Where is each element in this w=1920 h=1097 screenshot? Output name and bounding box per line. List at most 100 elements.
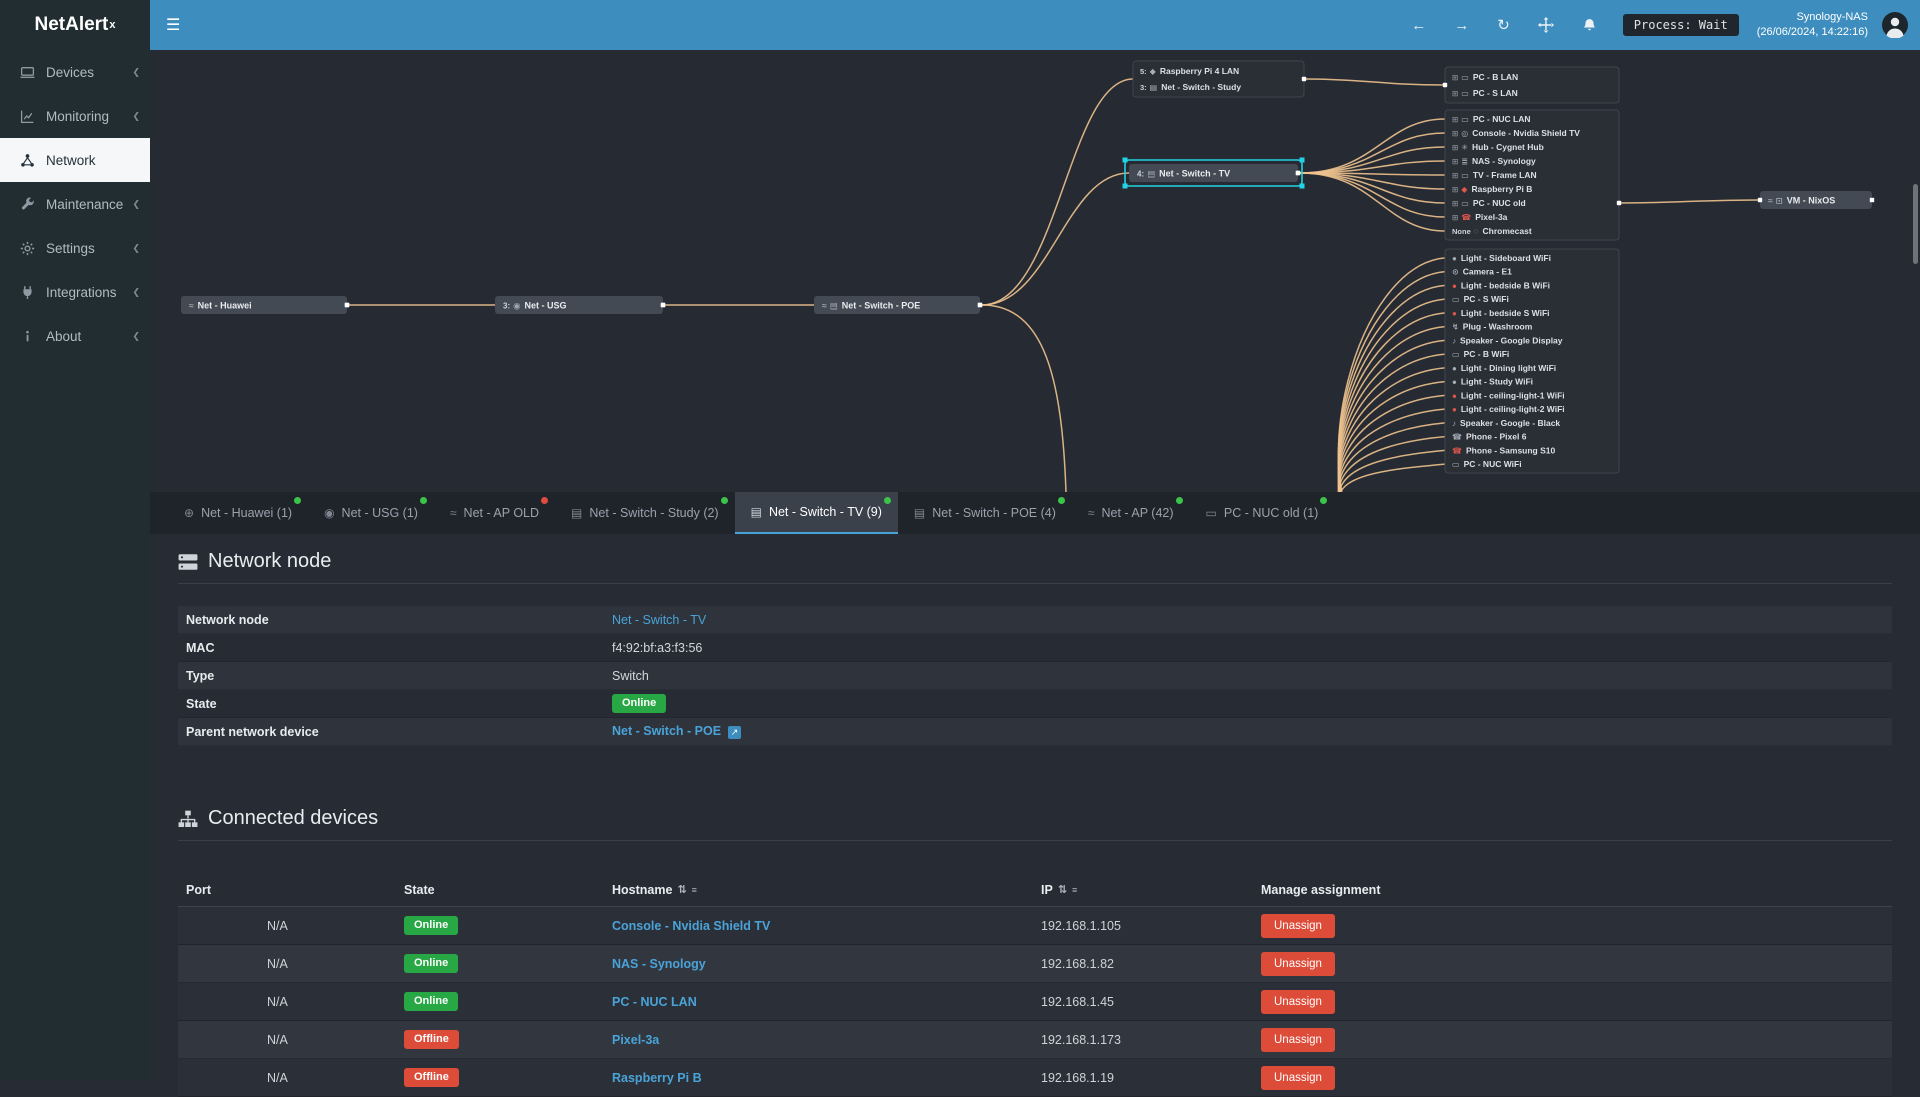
- hostname-link[interactable]: Console - Nvidia Shield TV: [612, 918, 771, 933]
- map-device-raspberry-pi-b[interactable]: ⊞ ◆ Raspberry Pi B: [1452, 184, 1532, 194]
- map-device-light-bedside-b-wifi[interactable]: ● Light - bedside B WiFi: [1452, 280, 1550, 290]
- map-device-camera-e1[interactable]: ⊙ Camera - E1: [1452, 267, 1512, 277]
- map-device-light-ceiling-light-2-wifi[interactable]: ● Light - ceiling-light-2 WiFi: [1452, 404, 1565, 414]
- map-node-tv[interactable]: 4: ▤ Net - Switch - TV: [1122, 157, 1305, 189]
- unassign-button[interactable]: Unassign: [1261, 1065, 1335, 1090]
- unassign-button[interactable]: Unassign: [1261, 1027, 1335, 1052]
- field-value-cell: Net - Switch - POE ↗: [612, 724, 1884, 739]
- map-device-group-tvbox[interactable]: ⊞ ▭ PC - NUC LAN ⊞ ◎ Console - Nvidia Shield …: [1444, 109, 1620, 241]
- network-map[interactable]: 5: ◆ Raspberry Pi 4 LAN 3: ▤ Net - Switch - S…: [150, 50, 1920, 551]
- map-device-tv-frame-lan[interactable]: ⊞ ▭ TV - Frame LAN: [1452, 170, 1537, 180]
- tab-net-switch-tv-9[interactable]: ▤ Net - Switch - TV (9): [734, 492, 898, 534]
- sidebar-item-network[interactable]: Network: [0, 138, 150, 182]
- selection-handle[interactable]: [1299, 183, 1305, 189]
- sidebar-item-maintenance[interactable]: Maintenance ❮: [0, 182, 150, 226]
- topology-canvas[interactable]: 5: ◆ Raspberry Pi 4 LAN 3: ▤ Net - Switch - S…: [150, 50, 1920, 551]
- map-device-pc-b-wifi[interactable]: ▭ PC - B WiFi: [1452, 349, 1509, 359]
- map-device-pc-nuc-lan[interactable]: ⊞ ▭ PC - NUC LAN: [1452, 114, 1530, 124]
- sidebar-item-about[interactable]: About ❮: [0, 314, 150, 358]
- map-device-light-study-wifi[interactable]: ● Light - Study WiFi: [1452, 377, 1533, 387]
- map-device-pc-s-lan[interactable]: ⊞ ▭ PC - S LAN: [1452, 88, 1518, 98]
- sort-icon[interactable]: ⇅: [1057, 884, 1068, 896]
- map-node-usg[interactable]: 3: ◉ Net - USG: [495, 296, 666, 314]
- sidebar-item-monitoring[interactable]: Monitoring ❮: [0, 94, 150, 138]
- selection-handle[interactable]: [1122, 157, 1128, 163]
- hostname-link[interactable]: Raspberry Pi B: [612, 1070, 702, 1085]
- device-box[interactable]: [1444, 66, 1620, 104]
- unassign-button[interactable]: Unassign: [1261, 913, 1335, 938]
- hostname-link[interactable]: Pixel-3a: [612, 1032, 660, 1047]
- field-label: Network node: [186, 612, 269, 627]
- move-icon[interactable]: [1537, 16, 1554, 34]
- map-device-speaker-google-display[interactable]: ♪ Speaker - Google Display: [1452, 335, 1563, 345]
- map-device-group-pcs[interactable]: ⊞ ▭ PC - B LAN ⊞ ▭ PC - S LAN: [1444, 66, 1620, 104]
- field-row-type: Type Switch: [178, 662, 1892, 690]
- sort-menu-icon[interactable]: ≡: [691, 884, 697, 895]
- arrow-right-icon[interactable]: →: [1454, 16, 1470, 34]
- column-header-ip[interactable]: IP ⇅ ≡: [1041, 883, 1261, 897]
- node-box[interactable]: [1760, 191, 1872, 209]
- map-device-phone-pixel-6[interactable]: ☎ Phone - Pixel 6: [1452, 432, 1527, 442]
- tab-net-usg-1[interactable]: ◉ Net - USG (1): [308, 492, 434, 534]
- map-device-phone-samsung-s10[interactable]: ☎ Phone - Samsung S10: [1452, 445, 1556, 455]
- map-device-light-ceiling-light-1-wifi[interactable]: ● Light - ceiling-light-1 WiFi: [1452, 390, 1565, 400]
- sidebar-item-integrations[interactable]: Integrations ❮: [0, 270, 150, 314]
- map-device-light-dining-light-wifi[interactable]: ● Light - Dining light WiFi: [1452, 363, 1556, 373]
- sidebar-item-devices[interactable]: Devices ❮: [0, 50, 150, 94]
- tab-pc-nuc-old-1[interactable]: ▭ PC - NUC old (1): [1190, 492, 1335, 534]
- hamburger-icon[interactable]: ☰: [166, 17, 181, 34]
- map-device-pixel-3a[interactable]: ⊞ ☎ Pixel-3a: [1452, 212, 1508, 222]
- map-device-pc-nuc-wifi[interactable]: ▭ PC - NUC WiFi: [1452, 459, 1522, 469]
- map-scrollbar[interactable]: [1913, 184, 1918, 264]
- map-device-chromecast[interactable]: None ◌ Chromecast: [1452, 226, 1532, 236]
- map-device-raspberry-pi-4-lan[interactable]: 5: ◆ Raspberry Pi 4 LAN: [1140, 66, 1239, 76]
- arrow-left-icon[interactable]: ←: [1411, 16, 1427, 34]
- map-device-group-study[interactable]: 5: ◆ Raspberry Pi 4 LAN 3: ▤ Net - Switch - S…: [1132, 60, 1305, 98]
- node-box[interactable]: [181, 296, 347, 314]
- tab-net-switch-poe-4[interactable]: ▤ Net - Switch - POE (4): [898, 492, 1072, 534]
- map-node-nixos[interactable]: ≈ ⊡ VM - NixOS: [1760, 191, 1875, 209]
- map-device-pc-s-wifi[interactable]: ▭ PC - S WiFi: [1452, 294, 1509, 304]
- node-link[interactable]: Net - Switch - TV: [612, 612, 707, 627]
- map-device-light-bedside-s-wifi[interactable]: ● Light - bedside S WiFi: [1452, 308, 1550, 318]
- hostname-link[interactable]: PC - NUC LAN: [612, 994, 697, 1009]
- map-device-pc-nuc-old[interactable]: ⊞ ▭ PC - NUC old: [1452, 198, 1526, 208]
- bell-icon[interactable]: [1582, 16, 1597, 34]
- sidebar-item-settings[interactable]: Settings ❮: [0, 226, 150, 270]
- user-avatar-icon[interactable]: [1882, 12, 1908, 38]
- device-box[interactable]: [1444, 109, 1620, 241]
- map-device-speaker-google-black[interactable]: ♪ Speaker - Google - Black: [1452, 418, 1560, 428]
- map-node-poe[interactable]: ≈ ▤ Net - Switch - POE: [814, 296, 983, 314]
- map-device-plug-washroom[interactable]: ↯ Plug - Washroom: [1452, 322, 1533, 332]
- connection-handle: [1442, 82, 1448, 88]
- tab-net-ap-old[interactable]: ≈ Net - AP OLD: [434, 492, 555, 534]
- tab-net-ap-42[interactable]: ≈ Net - AP (42): [1072, 492, 1190, 534]
- node-box[interactable]: [495, 296, 663, 314]
- parent-node-link[interactable]: Net - Switch - POE: [612, 724, 722, 738]
- hostname-link[interactable]: NAS - Synology: [612, 956, 706, 971]
- device-box[interactable]: [1444, 248, 1620, 474]
- node-box[interactable]: [1129, 164, 1298, 182]
- sort-icon[interactable]: ⇅: [677, 884, 687, 896]
- topology-edge: [1299, 118, 1446, 174]
- node-box[interactable]: [814, 296, 980, 314]
- map-node-huawei[interactable]: ≈ Net - Huawei: [181, 296, 350, 314]
- map-device-hub-cygnet-hub[interactable]: ⊞ ✳ Hub - Cygnet Hub: [1452, 142, 1544, 152]
- map-device-group-wifibox[interactable]: ● Light - Sideboard WiFi ⊙ Camera - E1 ● Ligh…: [1444, 248, 1620, 474]
- selection-handle[interactable]: [1122, 183, 1128, 189]
- map-device-net-switch-study[interactable]: 3: ▤ Net - Switch - Study: [1140, 82, 1241, 92]
- sort-menu-icon[interactable]: ≡: [1072, 884, 1078, 895]
- column-header-hostname[interactable]: Hostname ⇅ ≡: [612, 883, 1041, 897]
- map-device-pc-b-lan[interactable]: ⊞ ▭ PC - B LAN: [1452, 72, 1518, 82]
- unassign-button[interactable]: Unassign: [1261, 989, 1335, 1014]
- app-logo[interactable]: NetAlert x: [0, 0, 150, 50]
- map-device-light-sideboard-wifi[interactable]: ● Light - Sideboard WiFi: [1452, 253, 1551, 263]
- tab-net-huawei-1[interactable]: ⊕ Net - Huawei (1): [168, 492, 308, 534]
- map-device-console-nvidia-shield-tv[interactable]: ⊞ ◎ Console - Nvidia Shield TV: [1452, 128, 1580, 138]
- selection-handle[interactable]: [1299, 157, 1305, 163]
- refresh-icon[interactable]: ↻: [1497, 17, 1510, 34]
- external-link-icon[interactable]: ↗: [728, 726, 742, 739]
- unassign-button[interactable]: Unassign: [1261, 951, 1335, 976]
- map-device-nas-synology[interactable]: ⊞ ≣ NAS - Synology: [1452, 156, 1536, 166]
- tab-net-switch-study-2[interactable]: ▤ Net - Switch - Study (2): [555, 492, 735, 534]
